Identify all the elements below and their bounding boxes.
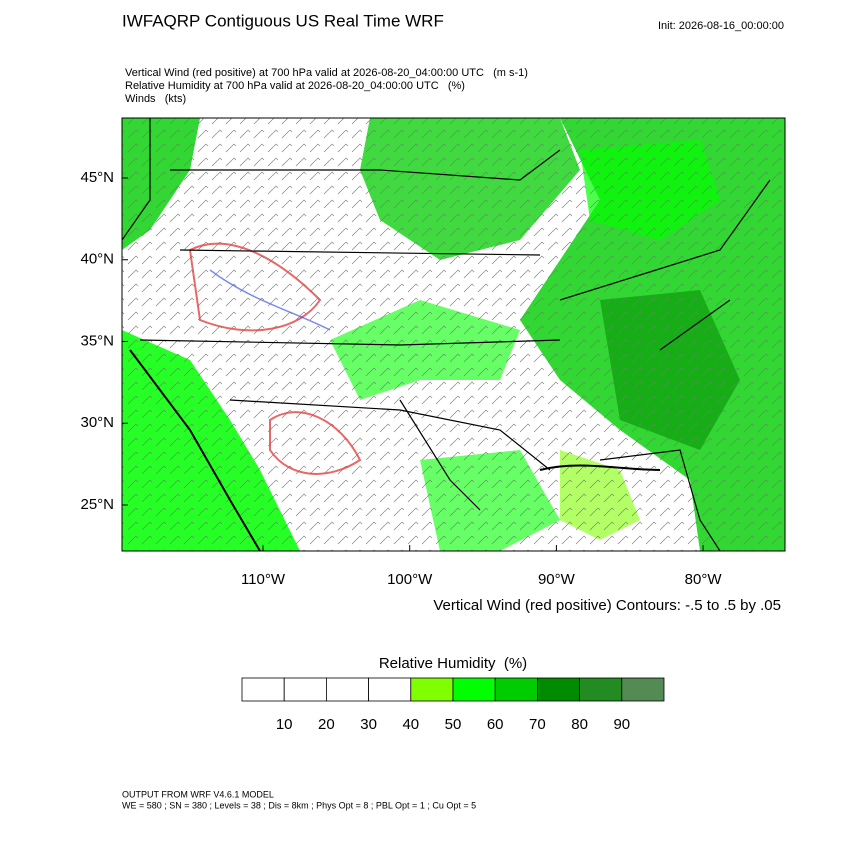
colorbar-label: 60 (487, 716, 504, 733)
colorbar-box (325, 677, 369, 702)
footer: OUTPUT FROM WRF V4.6.1 MODEL (122, 789, 274, 799)
colorbar-box (494, 677, 538, 702)
lon-tick-label: 110°W (241, 571, 286, 588)
colorbar-label: 30 (360, 716, 377, 733)
colorbar-label: 40 (402, 716, 419, 733)
colorbar-label: 20 (318, 716, 335, 733)
lat-tick-label: 40°N (80, 251, 114, 268)
colorbar-label: 50 (445, 716, 462, 733)
colorbar-label: 80 (571, 716, 588, 733)
colorbar-label: 10 (276, 716, 293, 733)
colorbar-box (452, 677, 496, 702)
lat-tick-label: 35°N (80, 332, 114, 349)
colorbar-box (283, 677, 327, 702)
title: IWFAQRP Contiguous US Real Time WRF (122, 11, 444, 30)
colorbar-box (621, 677, 665, 702)
colorbar-box (579, 677, 623, 702)
contour-note: Vertical Wind (red positive) Contours: -… (433, 597, 781, 614)
lat-tick-label: 25°N (80, 496, 114, 513)
lat-tick-label: 45°N (80, 169, 114, 186)
footer: WE = 580 ; SN = 380 ; Levels = 38 ; Dis … (122, 800, 476, 810)
lon-tick-label: 80°W (685, 571, 723, 588)
subtitle: Winds (kts) (125, 93, 186, 105)
colorbar-box (410, 677, 454, 702)
lon-tick-label: 90°W (538, 571, 576, 588)
colorbar-title: Relative Humidity (%) (379, 655, 527, 672)
lon-tick-label: 100°W (387, 571, 433, 588)
subtitle: Relative Humidity at 700 hPa valid at 20… (125, 80, 465, 92)
colorbar-box (537, 677, 581, 702)
init-time: Init: 2026-08-16_00:00:00 (658, 20, 784, 32)
subtitle: Vertical Wind (red positive) at 700 hPa … (125, 67, 528, 79)
lat-tick-label: 30°N (80, 414, 114, 431)
colorbar-label: 70 (529, 716, 546, 733)
colorbar-label: 90 (613, 716, 630, 733)
colorbar-box (368, 677, 412, 702)
map-frame (121, 117, 786, 552)
map-field (122, 118, 785, 551)
colorbar-box (241, 677, 285, 702)
